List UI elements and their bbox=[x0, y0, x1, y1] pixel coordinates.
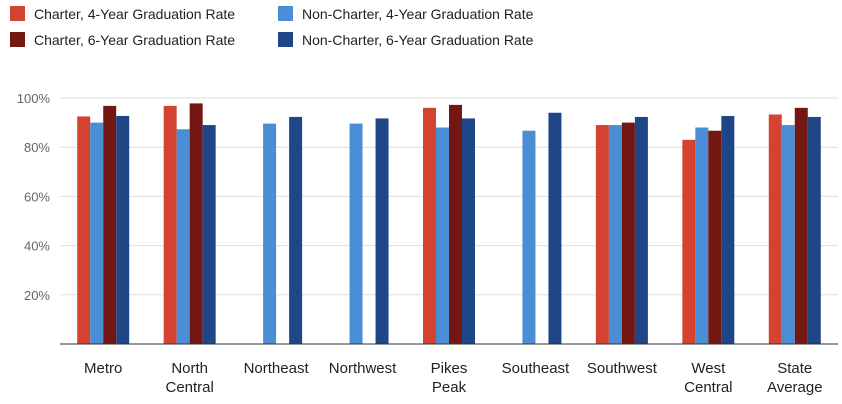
legend-label: Charter, 4-Year Graduation Rate bbox=[34, 6, 235, 22]
y-tick-label: 40% bbox=[24, 239, 50, 254]
x-tick-label-southeast: Southeast bbox=[502, 360, 570, 377]
x-tick-label-line: Southeast bbox=[502, 360, 570, 377]
bar-charter-6-year-graduation-rate-metro bbox=[103, 105, 117, 344]
bar-non-charter-4-year-graduation-rate-pikes-peak bbox=[436, 127, 449, 345]
x-tick-label-pikes-peak: Pikes Peak bbox=[431, 360, 468, 396]
x-tick-label-line: Peak bbox=[432, 379, 467, 396]
legend-label: Non-Charter, 4-Year Graduation Rate bbox=[302, 6, 534, 22]
bar-group-state-average bbox=[768, 107, 821, 345]
bar-charter-4-year-graduation-rate-pikes-peak bbox=[423, 107, 436, 344]
x-tick-label-north-central: North Central bbox=[165, 360, 213, 396]
bar-non-charter-4-year-graduation-rate-northeast bbox=[263, 123, 277, 344]
x-tick-label-line: State bbox=[777, 360, 812, 377]
axes: 20% 40% 60% 80% 100% Metro North Central Northea… bbox=[17, 91, 838, 396]
bar-non-charter-6-year-graduation-rate-northwest bbox=[375, 118, 389, 344]
x-tick-label-line: West bbox=[691, 360, 726, 377]
bar-group-southeast bbox=[522, 112, 562, 344]
legend-item-non-charter-6-year-graduation-rate: Non-Charter, 6-Year Graduation Rate bbox=[278, 32, 534, 48]
bar-group-west-central bbox=[682, 115, 735, 345]
x-tick-label-line: Average bbox=[767, 379, 823, 396]
bar-group-north-central bbox=[163, 103, 216, 344]
bar-charter-6-year-graduation-rate-state-average bbox=[794, 107, 808, 344]
x-tick-label-line: Metro bbox=[84, 360, 122, 377]
bar-non-charter-4-year-graduation-rate-northwest bbox=[349, 123, 363, 344]
bar-non-charter-6-year-graduation-rate-southeast bbox=[548, 112, 562, 344]
x-tick-label-line: Pikes bbox=[431, 360, 468, 377]
bar-charter-4-year-graduation-rate-southwest bbox=[595, 125, 609, 344]
legend-item-charter-6-year-graduation-rate: Charter, 6-Year Graduation Rate bbox=[10, 32, 235, 48]
bar-group-northwest bbox=[349, 118, 389, 344]
bar-non-charter-6-year-graduation-rate-pikes-peak bbox=[462, 118, 475, 344]
bar-non-charter-4-year-graduation-rate-southeast bbox=[522, 130, 536, 344]
bar-non-charter-4-year-graduation-rate-metro bbox=[90, 122, 104, 344]
x-tick-label-metro: Metro bbox=[84, 360, 122, 377]
legend-swatch bbox=[10, 6, 25, 21]
bar-group-metro bbox=[77, 105, 130, 344]
y-tick-label: 60% bbox=[24, 189, 50, 204]
x-tick-label-line: Central bbox=[165, 379, 213, 396]
bar-non-charter-4-year-graduation-rate-west-central bbox=[695, 127, 709, 345]
bar-charter-4-year-graduation-rate-metro bbox=[77, 116, 91, 344]
bar-non-charter-6-year-graduation-rate-north-central bbox=[202, 125, 216, 344]
bar-non-charter-6-year-graduation-rate-state-average bbox=[807, 116, 821, 344]
legend: Charter, 4-Year Graduation Rate Charter, … bbox=[10, 6, 534, 48]
bar-group-southwest bbox=[595, 116, 648, 344]
bar-non-charter-4-year-graduation-rate-state-average bbox=[781, 125, 795, 344]
x-tick-label-line: Central bbox=[684, 379, 732, 396]
legend-item-non-charter-4-year-graduation-rate: Non-Charter, 4-Year Graduation Rate bbox=[278, 6, 534, 22]
legend-label: Non-Charter, 6-Year Graduation Rate bbox=[302, 32, 534, 48]
bar-charter-6-year-graduation-rate-west-central bbox=[708, 130, 722, 344]
bar-non-charter-4-year-graduation-rate-southwest bbox=[608, 125, 622, 344]
x-tick-label-west-central: West Central bbox=[684, 360, 732, 396]
y-tick-label: 20% bbox=[24, 288, 50, 303]
bars bbox=[77, 103, 821, 345]
bar-charter-6-year-graduation-rate-southwest bbox=[621, 122, 635, 344]
bar-non-charter-4-year-graduation-rate-north-central bbox=[176, 129, 190, 344]
x-tick-label-line: North bbox=[171, 360, 208, 377]
bar-non-charter-6-year-graduation-rate-southwest bbox=[634, 116, 648, 344]
legend-swatch bbox=[10, 32, 25, 47]
bar-charter-4-year-graduation-rate-west-central bbox=[682, 139, 696, 344]
x-tick-label-state-average: State Average bbox=[767, 360, 823, 396]
bar-charter-4-year-graduation-rate-state-average bbox=[768, 114, 782, 345]
x-tick-label-northwest: Northwest bbox=[329, 360, 397, 377]
y-tick-label: 100% bbox=[17, 91, 51, 106]
legend-item-charter-4-year-graduation-rate: Charter, 4-Year Graduation Rate bbox=[10, 6, 235, 22]
x-tick-label-line: Northeast bbox=[244, 360, 310, 377]
x-tick-label-southwest: Southwest bbox=[587, 360, 658, 377]
legend-swatch bbox=[278, 32, 293, 47]
legend-swatch bbox=[278, 6, 293, 21]
y-tick-label: 80% bbox=[24, 140, 50, 155]
x-tick-label-line: Southwest bbox=[587, 360, 658, 377]
bar-charter-6-year-graduation-rate-pikes-peak bbox=[449, 104, 462, 344]
bar-charter-4-year-graduation-rate-north-central bbox=[163, 105, 177, 344]
bar-charter-6-year-graduation-rate-north-central bbox=[189, 103, 203, 344]
bar-non-charter-6-year-graduation-rate-northeast bbox=[289, 116, 303, 344]
bar-non-charter-6-year-graduation-rate-metro bbox=[116, 115, 130, 344]
x-tick-label-line: Northwest bbox=[329, 360, 397, 377]
bar-group-pikes-peak bbox=[423, 104, 475, 345]
bar-group-northeast bbox=[263, 116, 303, 344]
bar-non-charter-6-year-graduation-rate-west-central bbox=[721, 115, 735, 344]
x-tick-label-northeast: Northeast bbox=[244, 360, 310, 377]
legend-label: Charter, 6-Year Graduation Rate bbox=[34, 32, 235, 48]
